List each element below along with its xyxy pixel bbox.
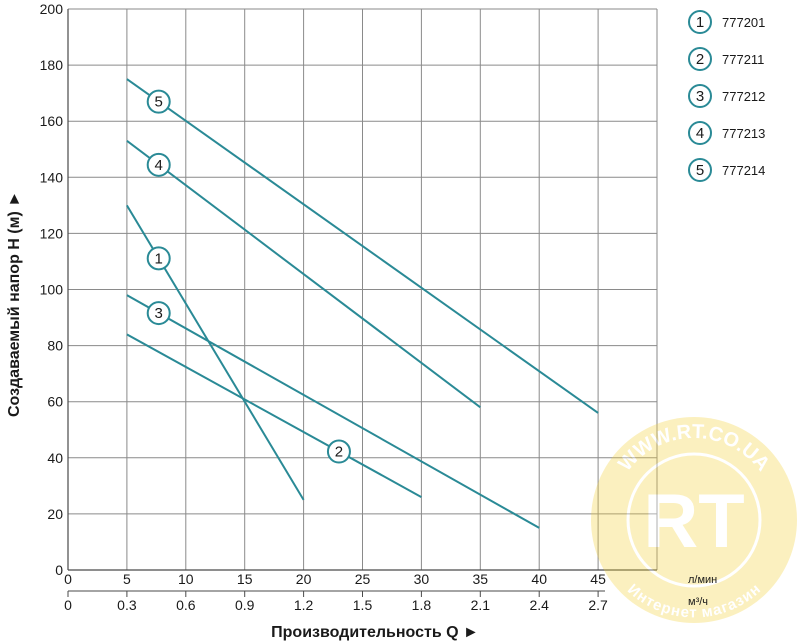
legend-marker-label: 2 xyxy=(696,51,704,68)
series-marker-3 xyxy=(146,301,171,326)
legend-marker-2 xyxy=(688,47,712,71)
legend-entry-label: 777211 xyxy=(722,52,764,67)
y-tick-label: 20 xyxy=(47,506,63,522)
x-tick-label-secondary: 2.4 xyxy=(529,597,549,613)
rt-watermark-logo: RT WWW.RT.CO.UA Интернет магазин xyxy=(591,417,797,623)
x-axis-title: Производительность Q ► xyxy=(271,624,479,641)
legend-marker-3 xyxy=(688,84,712,108)
series-line-2 xyxy=(126,333,422,498)
x-tick-label-primary: 35 xyxy=(473,571,489,587)
series-marker-1 xyxy=(146,246,171,271)
x-tick-label-secondary: 1.8 xyxy=(412,597,432,613)
legend-entry-label: 777212 xyxy=(722,89,765,104)
series-marker-label: 1 xyxy=(155,250,163,267)
series-marker-4 xyxy=(146,152,171,177)
series-line-4 xyxy=(126,140,481,409)
legend-marker-label: 4 xyxy=(696,125,704,142)
series-layer xyxy=(126,78,599,529)
series-marker-label: 4 xyxy=(155,157,163,174)
x-tick-label-secondary: 0.6 xyxy=(176,597,196,613)
y-tick-label: 180 xyxy=(40,57,64,73)
x-tick-label-secondary: 2.1 xyxy=(471,597,491,613)
y-tick-label: 40 xyxy=(47,450,63,466)
watermark-logo-text: RT xyxy=(643,479,744,564)
x-tick-label-primary: 45 xyxy=(590,571,606,587)
y-tick-label: 120 xyxy=(40,225,64,241)
x-tick-label-primary: 20 xyxy=(296,571,312,587)
y-tick-label: 0 xyxy=(55,562,63,578)
legend-marker-label: 1 xyxy=(696,14,704,31)
legend-marker-label: 5 xyxy=(696,162,704,179)
series-markers: 1 2 3 4 5 xyxy=(146,89,351,464)
x-tick-label-secondary: 1.5 xyxy=(353,597,373,613)
x-unit-primary: л/мин xyxy=(688,574,717,586)
series-line-3 xyxy=(126,294,540,529)
x-tick-label-secondary: 0 xyxy=(64,597,72,613)
x-tick-label-primary: 30 xyxy=(414,571,430,587)
x-tick-label-secondary: 2.7 xyxy=(588,597,608,613)
x-tick-label-primary: 15 xyxy=(237,571,253,587)
x-tick-label-primary: 10 xyxy=(178,571,194,587)
y-tick-label: 200 xyxy=(40,1,64,17)
x-tick-label-primary: 40 xyxy=(531,571,547,587)
legend-entry-label: 777214 xyxy=(722,163,765,178)
series-marker-label: 2 xyxy=(335,444,343,461)
legend-marker-label: 3 xyxy=(696,88,704,105)
legend-marker-1 xyxy=(688,10,712,34)
x-tick-label-primary: 25 xyxy=(355,571,371,587)
legend-entry-label: 777213 xyxy=(722,126,765,141)
series-marker-5 xyxy=(146,89,171,114)
y-tick-label: 160 xyxy=(40,113,64,129)
series-marker-label: 3 xyxy=(155,305,163,322)
chart-legend: 1 777201 2 777211 3 777212 4 777213 5 777214 xyxy=(688,10,765,182)
series-line-5 xyxy=(126,78,599,414)
legend-entry-label: 777201 xyxy=(722,15,765,30)
series-marker-2 xyxy=(326,439,351,464)
x-unit-secondary: м³/ч xyxy=(688,596,708,608)
y-tick-label: 100 xyxy=(40,282,64,298)
legend-marker-5 xyxy=(688,158,712,182)
x-tick-label-secondary: 0.3 xyxy=(117,597,137,613)
y-tick-label: 80 xyxy=(47,338,63,354)
y-tick-label: 60 xyxy=(47,394,63,410)
legend-marker-4 xyxy=(688,121,712,145)
x-tick-label-primary: 5 xyxy=(123,571,131,587)
y-axis-title: Создаваемый напор H (м) ► xyxy=(6,191,23,417)
chart-grid xyxy=(67,8,658,597)
x-tick-label-secondary: 1.2 xyxy=(294,597,314,613)
y-tick-label: 140 xyxy=(40,169,64,185)
x-tick-label-secondary: 0.9 xyxy=(235,597,255,613)
series-marker-label: 5 xyxy=(155,94,163,111)
x-tick-label-primary: 0 xyxy=(64,571,72,587)
